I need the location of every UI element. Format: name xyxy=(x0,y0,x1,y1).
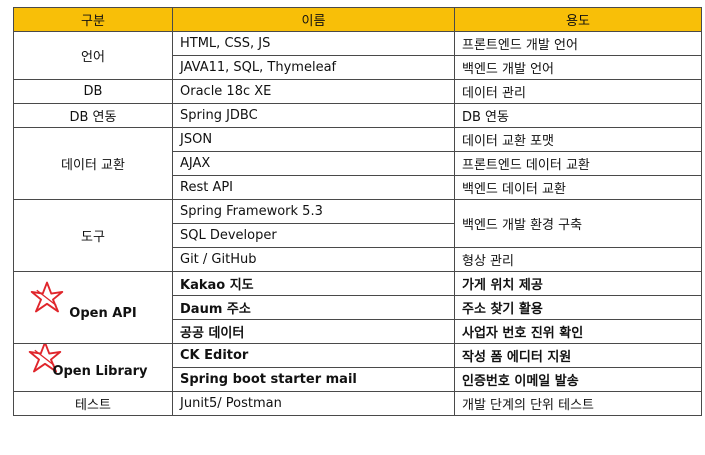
category-cell: 테스트 xyxy=(13,391,173,416)
category-cell: 도구 xyxy=(13,199,173,272)
name-cell: Spring JDBC xyxy=(172,103,455,128)
usage-cell: 백엔드 개발 환경 구축 xyxy=(454,199,702,248)
table-row: Spring boot starter mail 인증번호 이메일 발송 xyxy=(14,367,702,392)
category-cell: 언어 xyxy=(13,31,173,80)
name-cell: CK Editor xyxy=(172,343,455,368)
usage-cell: 데이터 관리 xyxy=(454,79,702,104)
header-name: 이름 xyxy=(172,7,455,32)
table-row: 도구 Spring Framework 5.3 백엔드 개발 환경 구축 xyxy=(13,199,702,272)
tech-stack-table: 구분 이름 용도 언어 HTML, CSS, JS 프론트엔드 개발 언어 JA… xyxy=(13,7,702,416)
usage-cell: DB 연동 xyxy=(454,103,702,128)
usage-cell: 인증번호 이메일 발송 xyxy=(454,367,702,392)
usage-cell: 백엔드 데이터 교환 xyxy=(454,175,702,200)
table-row: DB Oracle 18c XE 데이터 관리 xyxy=(13,79,702,104)
table-row: Open API Kakao 지도 가게 위치 제공 xyxy=(13,271,702,344)
header-usage: 용도 xyxy=(454,7,702,32)
table-row: 데이터 교환 JSON 데이터 교환 포맷 xyxy=(13,127,702,200)
name-cell: Git / GitHub xyxy=(172,247,455,272)
category-label: Open Library xyxy=(52,364,148,379)
category-cell: DB 연동 xyxy=(13,103,173,128)
name-cell: Rest API xyxy=(172,175,455,200)
usage-cell: 프론트엔드 데이터 교환 xyxy=(454,151,702,176)
usage-cell: 작성 폼 에디터 지원 xyxy=(454,343,702,368)
category-cell-open-library: Open Library xyxy=(13,343,173,392)
table-row: Git / GitHub 형상 관리 xyxy=(14,247,702,272)
header-category: 구분 xyxy=(13,7,173,32)
category-cell: 데이터 교환 xyxy=(13,127,173,200)
usage-cell: 주소 찾기 활용 xyxy=(454,295,702,320)
name-cell: Daum 주소 xyxy=(172,295,455,320)
hand-drawn-star-icon xyxy=(30,280,64,314)
table-row: 언어 HTML, CSS, JS 프론트엔드 개발 언어 xyxy=(13,31,702,80)
hand-drawn-star-icon xyxy=(28,344,62,375)
usage-cell: 개발 단계의 단위 테스트 xyxy=(454,391,702,416)
usage-cell: 프론트엔드 개발 언어 xyxy=(454,31,702,56)
usage-cell: 형상 관리 xyxy=(454,247,702,272)
name-cell: 공공 데이터 xyxy=(172,319,455,344)
table-row: Daum 주소 주소 찾기 활용 xyxy=(14,295,702,320)
table-row: 테스트 Junit5/ Postman 개발 단계의 단위 테스트 xyxy=(13,391,702,416)
name-cell: JSON xyxy=(172,127,455,152)
table-row: DB 연동 Spring JDBC DB 연동 xyxy=(13,103,702,128)
category-label: Open API xyxy=(69,306,137,321)
table-row: JAVA11, SQL, Thymeleaf 백엔드 개발 언어 xyxy=(14,55,702,80)
name-cell: Spring Framework 5.3 xyxy=(172,199,455,224)
usage-cell: 가게 위치 제공 xyxy=(454,271,702,296)
category-cell-open-api: Open API xyxy=(13,271,173,344)
name-cell: Kakao 지도 xyxy=(172,271,455,296)
name-cell: SQL Developer xyxy=(172,223,455,248)
name-cell: JAVA11, SQL, Thymeleaf xyxy=(172,55,455,80)
name-cell: HTML, CSS, JS xyxy=(172,31,455,56)
table-row: 공공 데이터 사업자 번호 진위 확인 xyxy=(14,319,702,344)
table-row: Open Library CK Editor 작성 폼 에디터 지원 xyxy=(13,343,702,392)
name-cell: AJAX xyxy=(172,151,455,176)
table-row: SQL Developer xyxy=(14,223,702,248)
name-cell: Junit5/ Postman xyxy=(172,391,455,416)
table-row: Rest API 백엔드 데이터 교환 xyxy=(14,175,702,200)
header-row: 구분 이름 용도 xyxy=(13,7,702,32)
usage-cell: 백엔드 개발 언어 xyxy=(454,55,702,80)
category-cell: DB xyxy=(13,79,173,104)
usage-cell: 데이터 교환 포맷 xyxy=(454,127,702,152)
name-cell: Oracle 18c XE xyxy=(172,79,455,104)
name-cell: Spring boot starter mail xyxy=(172,367,455,392)
usage-cell: 사업자 번호 진위 확인 xyxy=(454,319,702,344)
